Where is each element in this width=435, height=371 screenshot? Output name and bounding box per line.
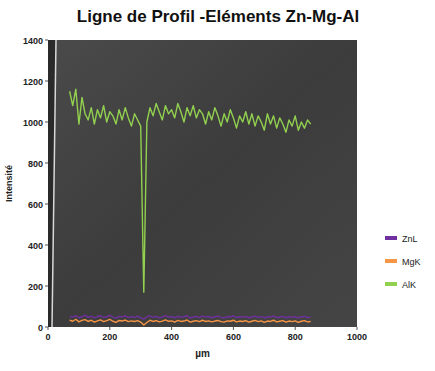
x-tick-label: 400 (164, 332, 179, 342)
x-tick (48, 327, 49, 330)
y-tick (45, 40, 48, 41)
legend-swatch (385, 236, 397, 240)
series-group (70, 89, 311, 325)
y-tick (45, 122, 48, 123)
image-edge (48, 40, 56, 327)
series-line (70, 89, 311, 292)
x-tick (109, 327, 110, 330)
x-tick (295, 327, 296, 330)
title: Ligne de Profil -Eléments Zn-Mg-Al (77, 7, 359, 26)
y-tick-label: 400 (28, 241, 43, 251)
x-tick (171, 327, 172, 330)
y-axis-label: Intensité (4, 165, 14, 202)
plot-background (48, 40, 357, 327)
x-tick-label: 600 (226, 332, 241, 342)
x-tick (357, 327, 358, 330)
x-tick-label: 1000 (347, 332, 367, 342)
y-tick (45, 81, 48, 82)
y-tick-label: 600 (28, 200, 43, 210)
chart: Ligne de Profil -Eléments Zn-Mg-Al 0 200 40… (0, 0, 435, 371)
x-tick-label: 0 (45, 332, 50, 342)
y-tick-label: 200 (28, 282, 43, 292)
x-tick-label: 200 (102, 332, 117, 342)
series-line (70, 319, 311, 325)
y-tick-label: 1400 (23, 36, 43, 46)
y-tick (45, 245, 48, 246)
x-tick-label: 800 (288, 332, 303, 342)
x-tick (233, 327, 234, 330)
y-tick (45, 163, 48, 164)
legend-swatch (385, 282, 397, 286)
y-tick-label: 800 (28, 159, 43, 169)
series-line (70, 315, 311, 319)
y-tick (45, 286, 48, 287)
sample-edge (52, 40, 56, 327)
legend-label: AlK (402, 280, 416, 290)
legend-swatch (385, 259, 397, 263)
legend-label: MgK (402, 257, 421, 267)
legend-label: ZnL (402, 234, 418, 244)
y-tick (45, 204, 48, 205)
y-tick-label: 0 (38, 323, 43, 333)
x-axis-label: µm (195, 348, 210, 359)
y-tick-label: 1000 (23, 118, 43, 128)
y-tick-label: 1200 (23, 77, 43, 87)
